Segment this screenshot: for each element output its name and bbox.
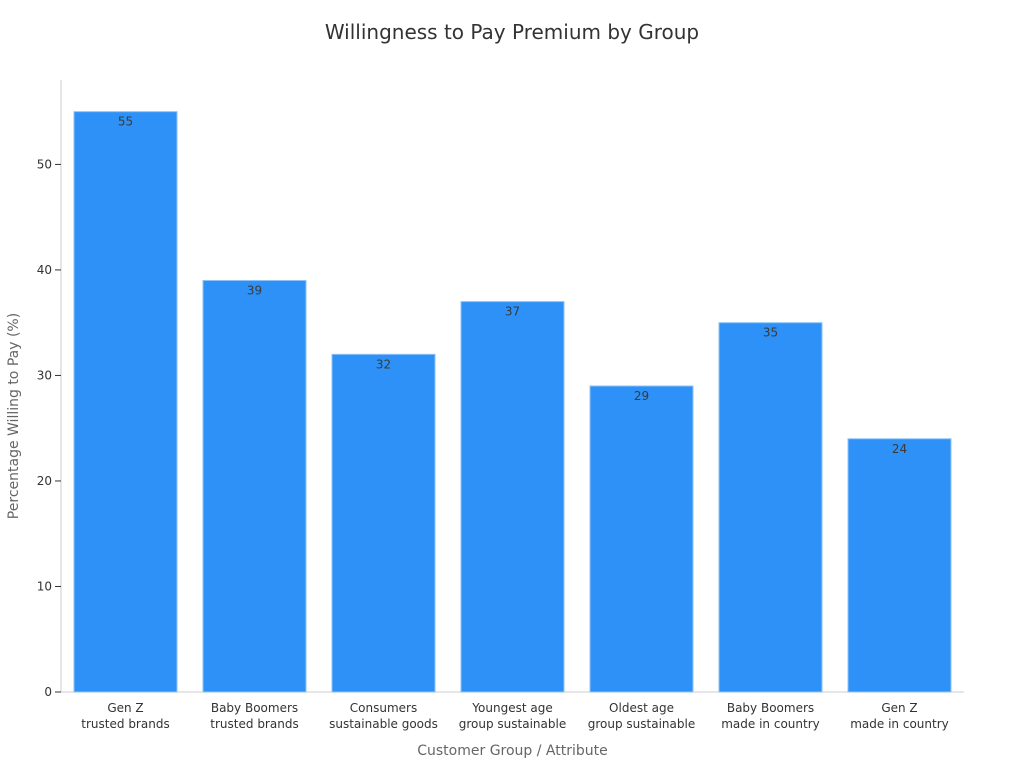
bar — [589, 385, 694, 693]
x-tick-label: trusted brands — [81, 717, 169, 731]
bar-value-label: 29 — [634, 389, 649, 403]
bar — [718, 322, 823, 693]
y-tick-label: 50 — [37, 157, 52, 171]
bar — [460, 301, 565, 693]
x-tick-label: made in country — [721, 717, 820, 731]
chart-title: Willingness to Pay Premium by Group — [324, 20, 700, 44]
y-axis-title: Percentage Willing to Pay (%) — [6, 313, 22, 519]
x-tick-label: Gen Z — [107, 701, 143, 715]
bar-value-label: 37 — [505, 305, 520, 319]
y-tick-label: 10 — [37, 579, 52, 593]
x-axis-title: Customer Group / Attribute — [417, 743, 608, 759]
bar-value-label: 55 — [118, 115, 133, 129]
y-tick-label: 0 — [44, 685, 52, 699]
x-tick-label: Consumers — [350, 701, 417, 715]
x-tick-label: Baby Boomers — [727, 701, 814, 715]
x-tick-label: group sustainable — [459, 717, 566, 731]
bar-value-label: 32 — [376, 357, 391, 371]
x-tick-label: group sustainable — [588, 717, 695, 731]
bar — [331, 353, 436, 693]
x-tick-label: Oldest age — [609, 701, 674, 715]
x-tick-label: Youngest age — [471, 701, 552, 715]
y-tick-label: 30 — [37, 368, 52, 382]
y-tick-label: 40 — [37, 263, 52, 277]
x-tick-label: sustainable goods — [329, 717, 438, 731]
x-tick-label: Baby Boomers — [211, 701, 298, 715]
bar — [202, 279, 307, 693]
x-tick-label: Gen Z — [881, 701, 917, 715]
bar — [847, 438, 952, 693]
x-tick-label: trusted brands — [210, 717, 298, 731]
y-tick-label: 20 — [37, 474, 52, 488]
bar-value-label: 24 — [892, 442, 907, 456]
bar-value-label: 39 — [247, 283, 262, 297]
x-tick-label: made in country — [850, 717, 949, 731]
bar-value-label: 35 — [763, 326, 778, 340]
bar — [73, 111, 178, 693]
